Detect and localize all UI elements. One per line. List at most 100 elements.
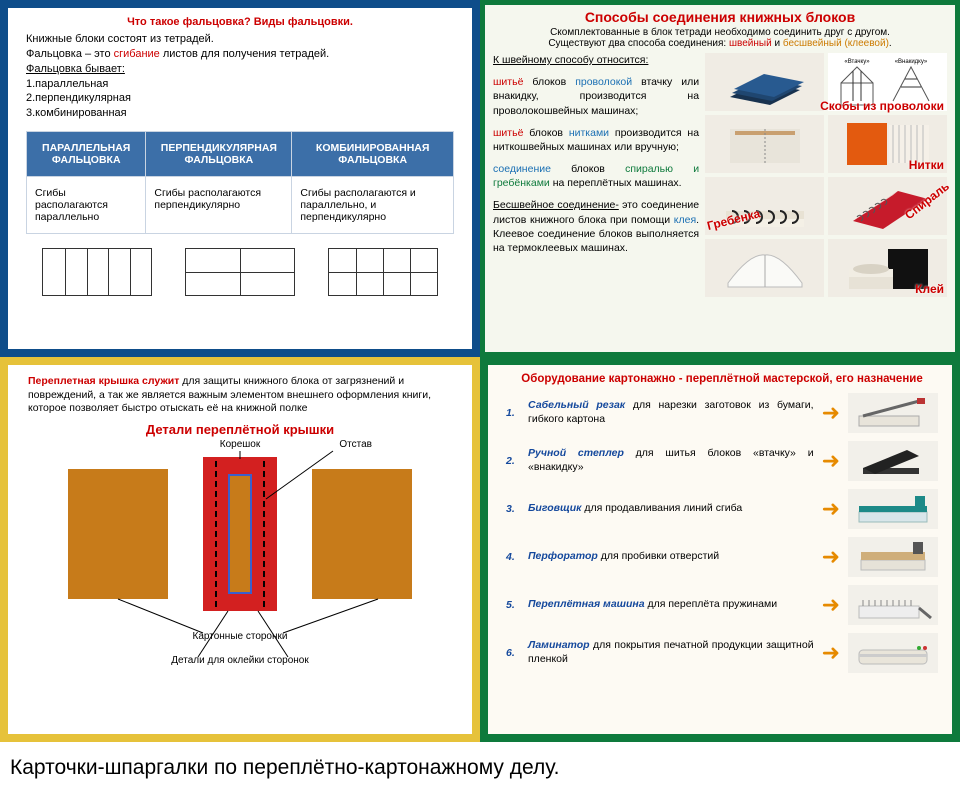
card-cover-parts: Переплетная крышка служит для защиты кни… xyxy=(0,357,480,742)
arrow-icon: ➜ xyxy=(822,642,840,664)
list-item: 6. Ламинатор для покрытия печатной проду… xyxy=(506,633,938,673)
text: Перфоратор для пробивки отверстий xyxy=(528,550,814,564)
table-cell: Сгибы располагаются параллельно xyxy=(27,177,146,234)
list-item: 4. Перфоратор для пробивки отверстий ➜ xyxy=(506,537,938,577)
kw: проволокой xyxy=(575,76,632,88)
img-binding-machine xyxy=(848,585,938,625)
num: 3. xyxy=(506,503,520,515)
open-book-icon xyxy=(720,243,810,293)
text-column: К швейному способу относится: шитьё блок… xyxy=(493,53,699,297)
image-grid: «Втачку» «Внакидку» Скобы из проволоки Н… xyxy=(705,53,947,297)
img-perforator xyxy=(848,537,938,577)
card-title: Детали переплётной крышки xyxy=(28,422,452,437)
card-title: Оборудование картонажно - переплётной ма… xyxy=(506,373,938,385)
img-books xyxy=(705,53,824,111)
panel-left-icon xyxy=(68,469,168,599)
kw: соединение xyxy=(493,163,551,175)
label-spine: Корешок xyxy=(220,439,260,450)
highlight: швейный xyxy=(729,38,772,49)
text: и xyxy=(772,38,783,49)
card-folding: Что такое фальцовка? Виды фальцовки. Кни… xyxy=(0,0,480,357)
text: Биговщик для продавливания линий сгиба xyxy=(528,502,814,516)
label: Нитки xyxy=(909,158,944,172)
cover-diagram: Корешок Отстав Картонные сторонки Детали… xyxy=(28,439,452,669)
text: на переплётных машинах. xyxy=(550,177,682,189)
list-item: 3. Биговщик для продавливания линий сгиб… xyxy=(506,489,938,529)
fold-combined-icon xyxy=(328,248,438,296)
svg-text:«Втачку»: «Втачку» xyxy=(844,59,870,65)
text: блоков xyxy=(523,127,568,139)
label: Клей xyxy=(915,282,944,296)
text: Книжные блоки состоят из тетрадей. xyxy=(26,33,214,45)
arrow-icon: ➜ xyxy=(822,594,840,616)
text: Фальцовка – это xyxy=(26,48,114,60)
img-glue: Клей xyxy=(828,239,947,297)
img-open-book xyxy=(705,239,824,297)
num: 5. xyxy=(506,599,520,611)
text: Существуют два способа соединения: xyxy=(548,38,729,49)
list-item: 2. Ручной степлер для шитья блоков «втач… xyxy=(506,441,938,481)
sewing-icon xyxy=(720,119,810,169)
caption: Карточки-шпаргалки по переплётно-картона… xyxy=(0,742,960,790)
kw: нитками xyxy=(569,127,609,139)
card-title: Что такое фальцовка? Виды фальцовки. xyxy=(26,16,454,28)
label-offset: Отстав xyxy=(339,439,372,450)
highlight: бесшвейный (клеевой) xyxy=(783,38,889,49)
kw: клея xyxy=(674,214,696,226)
text: блоков xyxy=(523,76,575,88)
img-laminator xyxy=(848,633,938,673)
num: 1. xyxy=(506,407,520,419)
folding-table: ПАРАЛЛЕЛЬНАЯ ФАЛЬЦОВКА ПЕРПЕНДИКУЛЯРНАЯ … xyxy=(26,131,454,234)
list-item: 3.комбинированная xyxy=(26,107,127,119)
fold-diagrams xyxy=(26,248,454,296)
svg-text:«Внакидку»: «Внакидку» xyxy=(894,59,927,65)
label: Скобы из проволоки xyxy=(820,99,944,113)
img-cutter xyxy=(848,393,938,433)
fold-parallel-icon xyxy=(42,248,152,296)
arrow-icon: ➜ xyxy=(822,546,840,568)
arrow-icon: ➜ xyxy=(822,498,840,520)
text: Сабельный резак для нарезки заготовок из… xyxy=(528,399,814,426)
table-header: ПАРАЛЛЕЛЬНАЯ ФАЛЬЦОВКА xyxy=(27,132,146,177)
list-item: 2.перпендикулярная xyxy=(26,92,131,104)
table-cell: Сгибы располагаются перпендикулярно xyxy=(146,177,292,234)
text: Ручной степлер для шитья блоков «втачку»… xyxy=(528,447,814,474)
list-item: 1. Сабельный резак для нарезки заготовок… xyxy=(506,393,938,433)
fold-perpendicular-icon xyxy=(185,248,295,296)
kw: шитьё xyxy=(493,76,523,88)
table-cell: Сгибы располагаются и параллельно, и пер… xyxy=(292,177,454,234)
text: блоков xyxy=(551,163,625,175)
card-equipment: Оборудование картонажно - переплётной ма… xyxy=(480,357,960,742)
num: 2. xyxy=(506,455,520,467)
img-spiral: Спираль xyxy=(828,177,947,235)
img-staples: «Втачку» «Внакидку» Скобы из проволоки xyxy=(828,53,947,111)
arrow-icon: ➜ xyxy=(822,402,840,424)
num: 6. xyxy=(506,647,520,659)
subtitle: Скомплектованные в блок тетради необходи… xyxy=(493,27,947,49)
card-binding-methods: Способы соединения книжных блоков Скомпл… xyxy=(480,0,960,357)
books-icon xyxy=(720,57,810,107)
card-title: Способы соединения книжных блоков xyxy=(493,9,947,25)
table-header: ПЕРПЕНДИКУЛЯРНАЯ ФАЛЬЦОВКА xyxy=(146,132,292,177)
label-details: Детали для оклейки сторонок xyxy=(171,655,308,666)
img-comb: Гребенка xyxy=(705,177,824,235)
equipment-list: 1. Сабельный резак для нарезки заготовок… xyxy=(506,393,938,673)
text: . xyxy=(889,38,892,49)
num: 4. xyxy=(506,551,520,563)
text: Скомплектованные в блок тетради необходи… xyxy=(550,27,890,38)
spine-icon xyxy=(203,457,277,611)
content-row: К швейному способу относится: шитьё блок… xyxy=(493,53,947,297)
text: листов для получения тетрадей. xyxy=(160,48,329,60)
img-sewing xyxy=(705,115,824,173)
subhead: Фальцовка бывает: xyxy=(26,63,125,75)
img-threads: Нитки xyxy=(828,115,947,173)
intro: Переплетная крышка служит для защиты кни… xyxy=(28,375,452,416)
kw: Бесшвейное соединение- xyxy=(493,199,619,211)
img-creaser xyxy=(848,489,938,529)
text: Ламинатор для покрытия печатной продукци… xyxy=(528,639,814,666)
subhead: К швейному способу относится: xyxy=(493,54,648,66)
card-body: Книжные блоки состоят из тетрадей. Фальц… xyxy=(26,32,454,121)
img-stapler xyxy=(848,441,938,481)
panel-right-icon xyxy=(312,469,412,599)
kw: шитьё xyxy=(493,127,523,139)
